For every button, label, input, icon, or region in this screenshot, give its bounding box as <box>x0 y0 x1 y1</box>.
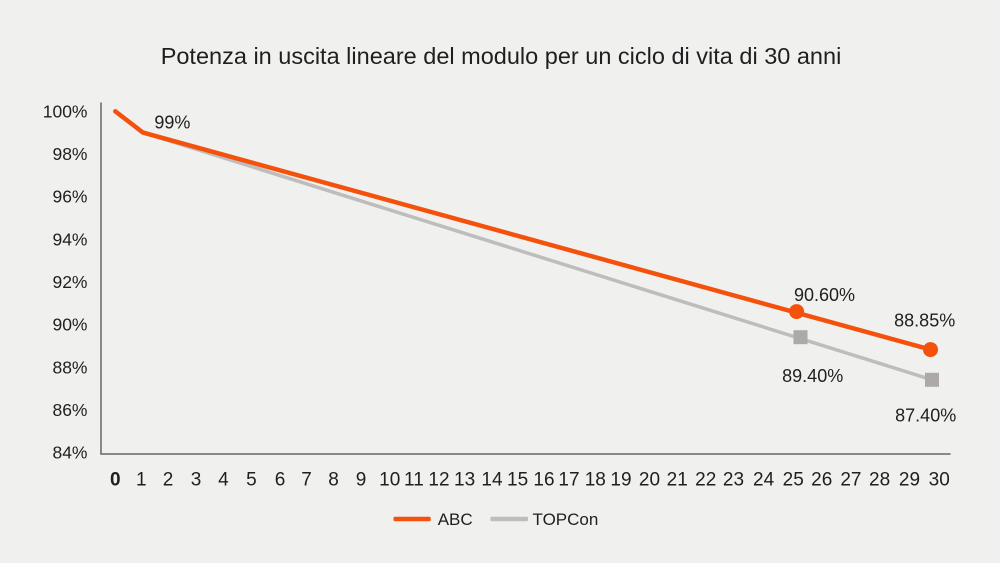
svg-text:23: 23 <box>723 470 744 491</box>
svg-text:15: 15 <box>507 470 528 491</box>
svg-text:21: 21 <box>667 470 688 491</box>
svg-text:TOPCon: TOPCon <box>533 510 599 529</box>
svg-text:99%: 99% <box>154 112 190 132</box>
svg-text:7: 7 <box>301 470 312 491</box>
svg-text:19: 19 <box>610 470 631 491</box>
svg-text:14: 14 <box>481 470 503 491</box>
svg-text:26: 26 <box>811 470 832 491</box>
svg-text:88%: 88% <box>52 357 87 377</box>
svg-text:1: 1 <box>136 470 147 491</box>
svg-text:29: 29 <box>899 470 920 491</box>
svg-text:30: 30 <box>929 470 950 491</box>
svg-text:96%: 96% <box>52 187 87 207</box>
svg-text:24: 24 <box>753 470 775 491</box>
svg-text:4: 4 <box>218 470 229 491</box>
svg-text:13: 13 <box>454 470 475 491</box>
svg-text:28: 28 <box>869 470 890 491</box>
svg-text:25: 25 <box>783 470 804 491</box>
svg-text:9: 9 <box>356 470 367 491</box>
svg-text:2: 2 <box>163 470 174 491</box>
svg-text:16: 16 <box>533 470 554 491</box>
svg-text:5: 5 <box>246 470 257 491</box>
svg-text:Potenza in uscita lineare del: Potenza in uscita lineare del modulo per… <box>161 43 842 69</box>
svg-text:17: 17 <box>558 470 579 491</box>
svg-text:27: 27 <box>840 470 861 491</box>
svg-text:18: 18 <box>585 470 606 491</box>
svg-text:94%: 94% <box>52 229 87 249</box>
svg-text:8: 8 <box>328 470 339 491</box>
svg-text:86%: 86% <box>52 400 87 420</box>
svg-text:100%: 100% <box>43 101 88 121</box>
svg-text:10: 10 <box>379 470 400 491</box>
svg-text:92%: 92% <box>52 272 87 292</box>
svg-text:89.40%: 89.40% <box>782 366 843 386</box>
svg-text:84%: 84% <box>52 443 87 463</box>
svg-text:6: 6 <box>275 470 286 491</box>
svg-text:0: 0 <box>110 470 121 491</box>
svg-text:20: 20 <box>639 470 660 491</box>
svg-text:98%: 98% <box>52 144 87 164</box>
svg-text:3: 3 <box>191 470 202 491</box>
svg-text:87.40%: 87.40% <box>895 405 956 425</box>
svg-text:88.85%: 88.85% <box>894 310 955 330</box>
svg-text:22: 22 <box>695 470 716 491</box>
svg-text:12: 12 <box>428 470 449 491</box>
svg-text:90.60%: 90.60% <box>794 285 855 305</box>
svg-text:90%: 90% <box>52 315 87 335</box>
svg-text:11: 11 <box>404 470 424 491</box>
svg-text:ABC: ABC <box>438 510 473 529</box>
